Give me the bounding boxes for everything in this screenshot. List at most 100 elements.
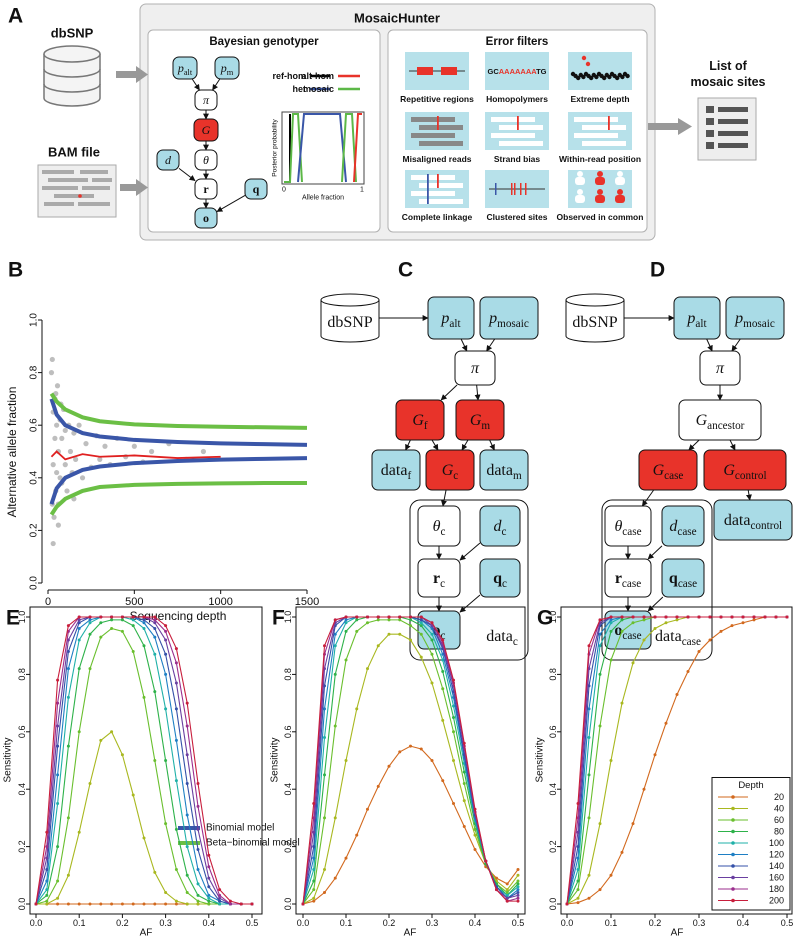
sensitivity-point: [333, 644, 337, 648]
sensitivity-point: [77, 626, 81, 630]
homopolymer-text: GCAAAAAAATG: [487, 67, 546, 76]
legend-label: alt-hom: [302, 71, 335, 81]
node-box: [661, 505, 705, 547]
legend-swatch-dot: [731, 887, 735, 891]
sensitivity-point: [45, 902, 49, 906]
y-tick-label: 0.6: [17, 726, 27, 739]
sensitivity-point: [110, 730, 114, 734]
sensitivity-point: [409, 615, 412, 619]
node-label-base: data: [724, 512, 751, 529]
scatter-point: [62, 462, 68, 468]
sensitivity-point: [430, 652, 434, 656]
node-label: π: [203, 93, 210, 107]
cylinder-top: [565, 293, 625, 307]
node-box: [678, 399, 762, 441]
sensitivity-point: [164, 707, 168, 711]
sensitivity-point: [185, 891, 189, 895]
node-label: pm: [220, 61, 234, 77]
sensitivity-point: [366, 667, 369, 671]
y-tick-label: 0.6: [283, 726, 293, 739]
sensitivity-point: [45, 830, 49, 834]
node-label-sub: case: [622, 526, 641, 538]
icon-read: [491, 117, 535, 122]
sensitivity-point: [344, 658, 348, 662]
sensitivity-point: [620, 701, 624, 705]
sensitivity-point: [312, 856, 316, 860]
sensitivity-point: [228, 899, 232, 903]
scatter-point: [73, 456, 79, 462]
y-tick-label: 0.2: [29, 523, 40, 537]
sensitivity-point: [88, 902, 92, 906]
legend-swatch-dot: [731, 829, 735, 834]
legend-label: mosaic: [303, 84, 334, 94]
list-icon: [697, 97, 757, 161]
sensitivity-point: [77, 618, 81, 622]
sensitivity-point: [686, 670, 690, 674]
icon-read: [499, 141, 543, 146]
sensitivity-point: [452, 730, 455, 734]
sensitivity-point: [452, 759, 455, 762]
scatter-point: [51, 514, 57, 520]
sensitivity-line: [35, 616, 252, 905]
icon-bg: [485, 52, 549, 90]
sensitivity-point: [387, 764, 391, 768]
x-axis-label: AF: [671, 928, 684, 939]
node-label-sub: case: [682, 636, 701, 648]
icon-mark: [437, 116, 439, 130]
sensitivity-point: [218, 888, 222, 892]
filter-label: Clustered sites: [487, 212, 548, 222]
icon-bar: [417, 67, 433, 75]
node-label: θcase: [614, 518, 641, 539]
plot-x-tick: 0: [282, 187, 286, 194]
sensitivity-point: [409, 618, 412, 622]
edge-arrow: [461, 439, 469, 451]
sensitivity-point: [708, 638, 712, 642]
icon-read: [491, 133, 535, 138]
sensitivity-point: [398, 618, 402, 622]
scatter-point: [57, 475, 63, 481]
filter-icon: [568, 52, 632, 90]
legend-label: 100: [769, 838, 784, 848]
node-label-sub: c: [453, 470, 458, 482]
node-box: [417, 505, 461, 547]
scatter-point: [59, 435, 65, 441]
icon-dot: [620, 74, 625, 80]
sensitivity-point: [185, 753, 189, 757]
node-label-sub: m: [481, 420, 490, 432]
node-box: [703, 449, 787, 491]
panel-label: G: [537, 607, 553, 630]
x-axis-label: AF: [140, 928, 153, 939]
sensitivity-point: [398, 632, 402, 636]
sensitivity-point: [719, 615, 723, 619]
panel-label: E: [6, 607, 20, 630]
seq-repeat: AAAAAAA: [499, 67, 537, 76]
node-label: Gancestor: [696, 412, 745, 433]
sensitivity-point: [142, 644, 146, 648]
sensitivity-point: [196, 804, 200, 808]
filter-icon: [485, 170, 549, 208]
sensitivity-point: [576, 888, 580, 892]
x-tick-label: 0.1: [340, 918, 353, 928]
sensitivity-point: [120, 629, 124, 633]
sensitivity-point: [376, 615, 380, 619]
sensitivity-point: [66, 873, 70, 877]
sensitivity-point: [323, 644, 326, 648]
sensitivity-point: [185, 902, 189, 906]
sensitivity-point: [312, 845, 316, 849]
sensitivity-point: [473, 827, 477, 831]
sensitivity-point: [77, 638, 81, 642]
plot-frame: [560, 606, 793, 915]
node-label-base: dbSNP: [327, 314, 372, 331]
node-box: [479, 505, 521, 547]
flow-arrow: [116, 66, 692, 196]
icon-mark: [437, 174, 439, 188]
node-label-base: q: [493, 570, 502, 587]
sensitivity-point: [153, 618, 157, 622]
edge-arrow: [212, 78, 221, 91]
panel-label: A: [8, 5, 23, 28]
sensitivity-point: [430, 632, 434, 636]
sensitivity-point: [164, 759, 168, 762]
y-tick-label: 0.2: [283, 840, 293, 853]
edge-arrow: [688, 439, 700, 451]
sensitivity-point: [164, 672, 168, 676]
